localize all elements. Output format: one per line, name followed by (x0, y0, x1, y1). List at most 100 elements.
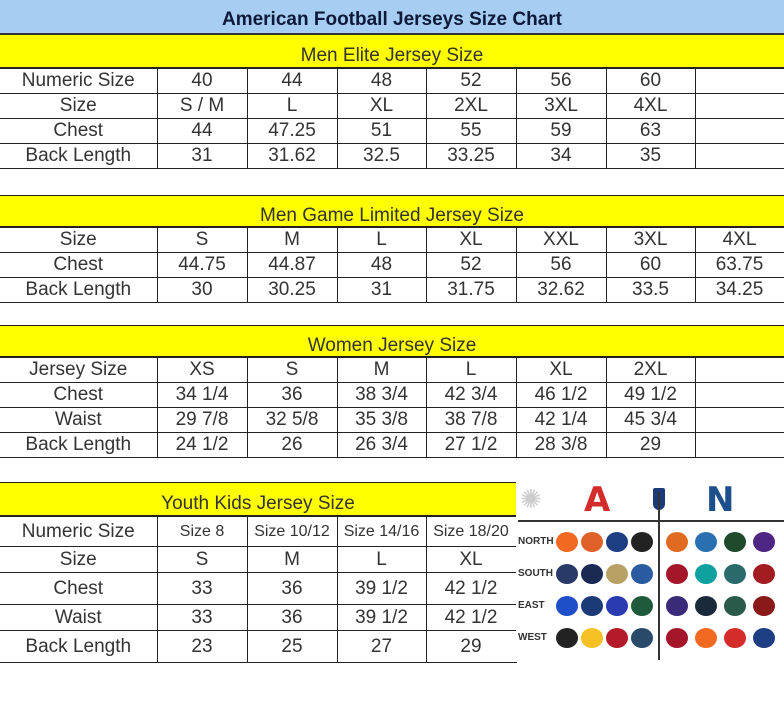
team-logo-icon (695, 596, 717, 616)
cell: 56 (515, 252, 607, 278)
cell: L (425, 357, 517, 383)
cell: L (246, 93, 338, 119)
cell: S / M (156, 93, 248, 119)
cell: Size 8 (156, 516, 248, 547)
cell (694, 382, 784, 408)
cell: 55 (425, 118, 517, 144)
cell: 36 (246, 604, 338, 631)
team-logo-icon (724, 564, 746, 584)
cell: 42 3/4 (425, 382, 517, 408)
team-logo-icon (556, 564, 578, 584)
cell: 34 (515, 143, 607, 169)
cell: 42 1/2 (425, 572, 517, 605)
team-logo-icon (631, 628, 653, 648)
cell (694, 407, 784, 433)
cell: 32 5/8 (246, 407, 338, 433)
team-logo-icon (666, 532, 688, 552)
division-label: EAST (518, 600, 545, 611)
cell: 36 (246, 382, 338, 408)
cell: 42 1/2 (425, 604, 517, 631)
team-logo-icon (666, 628, 688, 648)
division-label: WEST (518, 632, 547, 643)
row-label: Numeric Size (0, 516, 158, 547)
row-label: Chest (0, 118, 158, 144)
game-heading: Men Game Limited Jersey Size (0, 195, 784, 227)
cell: 59 (515, 118, 607, 144)
cell: 34 1/4 (156, 382, 248, 408)
team-logo-icon (556, 628, 578, 648)
nfc-logo-icon: N (706, 480, 735, 520)
cell: 39 1/2 (336, 604, 427, 631)
cell: 51 (336, 118, 427, 144)
cell: 26 (246, 432, 338, 458)
table-row: Numeric Size 40 44 48 52 56 60 (0, 68, 784, 94)
cell: XL (336, 93, 427, 119)
cell: M (246, 227, 338, 253)
table-row: Numeric Size Size 8 Size 10/12 Size 14/16 Si… (0, 516, 517, 547)
team-logo-icon (724, 628, 746, 648)
team-logo-icon (724, 532, 746, 552)
cell: 63.75 (694, 252, 784, 278)
team-logo-icon (753, 596, 775, 616)
cell: 27 (336, 630, 427, 663)
cell: 38 7/8 (425, 407, 517, 433)
cell (694, 357, 784, 383)
nfl-team-logos: ✺ A N NORTH SOUTH EAST WEST (516, 480, 784, 662)
table-row: Waist 29 7/8 32 5/8 35 3/8 38 7/8 42 1/4 45 3/… (0, 407, 784, 433)
team-logo-icon (753, 628, 775, 648)
team-logo-icon (581, 532, 603, 552)
cell: Size 10/12 (246, 516, 338, 547)
cell: Size 18/20 (425, 516, 517, 547)
cell: 29 (425, 630, 517, 663)
cell: S (156, 227, 248, 253)
cell: 46 1/2 (515, 382, 607, 408)
team-logo-icon (695, 628, 717, 648)
cell: 33.5 (605, 277, 696, 303)
cell: 60 (605, 68, 696, 94)
table-row: Waist 33 36 39 1/2 42 1/2 (0, 604, 517, 631)
cell: 32.62 (515, 277, 607, 303)
cell: 52 (425, 252, 517, 278)
cell: 25 (246, 630, 338, 663)
cell: 30 (156, 277, 248, 303)
cell: 33 (156, 604, 248, 631)
row-label: Waist (0, 604, 158, 631)
cell: 45 3/4 (605, 407, 696, 433)
table-row: Jersey Size XS S M L XL 2XL (0, 357, 784, 383)
cell: 31 (156, 143, 248, 169)
youth-heading: Youth Kids Jersey Size (0, 482, 516, 516)
cell: 35 3/8 (336, 407, 427, 433)
cell: 42 1/4 (515, 407, 607, 433)
cell: 27 1/2 (425, 432, 517, 458)
cell: 26 3/4 (336, 432, 427, 458)
row-label: Waist (0, 407, 158, 433)
team-logo-icon (666, 596, 688, 616)
cell: 4XL (694, 227, 784, 253)
cell: 30.25 (246, 277, 338, 303)
table-row: Back Length 24 1/2 26 26 3/4 27 1/2 28 3/8 29 (0, 432, 784, 458)
table-row: Back Length 23 25 27 29 (0, 630, 517, 663)
youth-size-table: Numeric Size Size 8 Size 10/12 Size 14/16 Si… (0, 516, 517, 663)
cell: L (336, 546, 427, 573)
team-logo-icon (606, 532, 628, 552)
cell (694, 118, 784, 144)
cell: 31.62 (246, 143, 338, 169)
cell: 60 (605, 252, 696, 278)
women-size-table: Jersey Size XS S M L XL 2XL Chest 34 1/4 36 38 3/4… (0, 357, 784, 458)
table-row: Size S M L XL (0, 546, 517, 573)
afc-logo-icon: A (584, 480, 611, 520)
cell: 31.75 (425, 277, 517, 303)
cell: 44.75 (156, 252, 248, 278)
cell: 36 (246, 572, 338, 605)
table-row: Chest 44 47.25 51 55 59 63 (0, 118, 784, 144)
cell: 24 1/2 (156, 432, 248, 458)
team-logo-icon (631, 596, 653, 616)
team-logo-icon (695, 532, 717, 552)
row-label: Chest (0, 252, 158, 278)
team-logo-icon (581, 596, 603, 616)
cell: 23 (156, 630, 248, 663)
table-row: Chest 44.75 44.87 48 52 56 60 63.75 (0, 252, 784, 278)
row-label: Size (0, 227, 158, 253)
cell: S (156, 546, 248, 573)
cell: 44 (156, 118, 248, 144)
